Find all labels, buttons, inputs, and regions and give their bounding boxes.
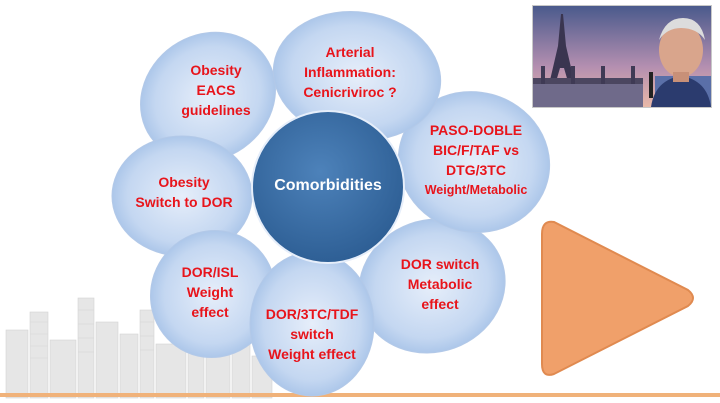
hub-circle	[251, 110, 405, 264]
hub-label: Comorbidities	[274, 177, 382, 194]
petal-line: DTG/3TC	[446, 162, 506, 178]
bottom-accent-line	[0, 393, 720, 397]
petal-line: Metabolic	[407, 276, 473, 292]
petal-line: Inflammation:	[304, 64, 396, 80]
petal-label-obesity-switch: Obesity Switch to DOR	[135, 172, 232, 212]
petal-line: DOR switch	[400, 256, 480, 272]
petal-line: Obesity	[190, 62, 242, 78]
petal-line: Arterial	[325, 44, 375, 60]
petal-line: effect	[191, 304, 229, 320]
play-triangle-icon[interactable]	[540, 214, 700, 382]
petal-line: Weight effect	[268, 346, 356, 362]
petal-line: Weight/Metabolic	[424, 183, 528, 197]
petal-label-paso-doble: PASO-DOBLE BIC/F/TAF vs DTG/3TC Weight/M…	[425, 120, 528, 200]
petal-line: DOR/3TC/TDF	[265, 306, 359, 322]
presenter-video-frame	[533, 6, 711, 107]
petal-line: Obesity	[158, 174, 210, 190]
petal-line: PASO-DOBLE	[429, 122, 523, 138]
petal-line: Weight	[186, 284, 234, 300]
petal-line: DOR/ISL	[181, 264, 239, 280]
petal-line: switch	[290, 326, 334, 342]
petal-label-arterial-inflammation: Arterial Inflammation: Cenicriviroc ?	[303, 42, 396, 102]
petal-line: guidelines	[181, 102, 251, 118]
petal-line: effect	[421, 296, 459, 312]
presenter-webcam	[532, 5, 712, 108]
petal-line: BIC/F/TAF vs	[432, 142, 520, 158]
petal-line: EACS	[196, 82, 236, 98]
petal-label-dor-3tc-tdf: DOR/3TC/TDF switch Weight effect	[266, 304, 359, 364]
petal-label-dor-isl: DOR/ISL Weight effect	[182, 262, 239, 322]
petal-line: Cenicriviroc ?	[303, 84, 397, 100]
petal-obesity-eacs	[140, 31, 276, 163]
petal-line: Switch to DOR	[135, 194, 233, 210]
petal-label-dor-switch: DOR switch Metabolic effect	[401, 254, 480, 314]
petal-paso-doble	[397, 91, 551, 233]
petal-label-obesity-eacs: Obesity EACS guidelines	[181, 60, 250, 120]
